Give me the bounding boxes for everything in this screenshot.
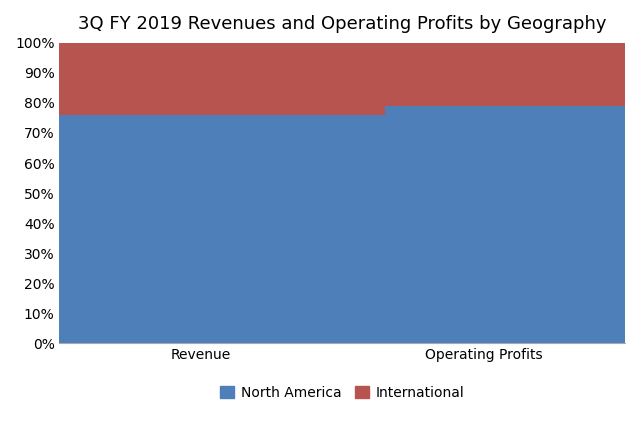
Title: 3Q FY 2019 Revenues and Operating Profits by Geography: 3Q FY 2019 Revenues and Operating Profit… <box>78 15 607 33</box>
Legend: North America, International: North America, International <box>214 380 470 405</box>
Bar <box>17 115 385 343</box>
Bar <box>300 106 640 343</box>
Bar <box>300 43 640 106</box>
Bar <box>17 43 385 115</box>
